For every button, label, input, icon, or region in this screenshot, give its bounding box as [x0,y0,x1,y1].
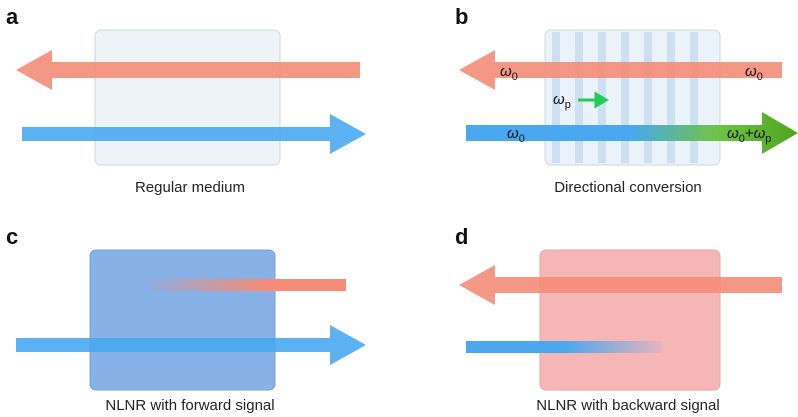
crystal [95,30,280,165]
panel-letter: c [6,224,18,249]
caption: NLNR with forward signal [105,397,274,414]
panel-a: a Regular medium [6,4,366,196]
caption: Directional conversion [554,179,702,196]
panel-letter: b [455,4,468,29]
panel-d: d NLNR with backward signal [455,224,782,414]
arrow-forward-weak [466,341,662,353]
panel-letter: a [6,4,19,29]
figure: a Regular medium b ω0 ω0 ωp ω0 ω0+ωp Dir… [0,0,798,417]
arrow-backward-weak [150,279,346,291]
panel-letter: d [455,224,468,249]
crystal [540,250,720,390]
panel-c: c NLNR with forward signal [6,224,366,414]
crystal [90,250,275,390]
caption: NLNR with backward signal [536,397,719,414]
panel-b: b ω0 ω0 ωp ω0 ω0+ωp Directional conversi… [455,4,798,196]
label: ω0+ωp [727,125,771,145]
caption: Regular medium [135,179,245,196]
